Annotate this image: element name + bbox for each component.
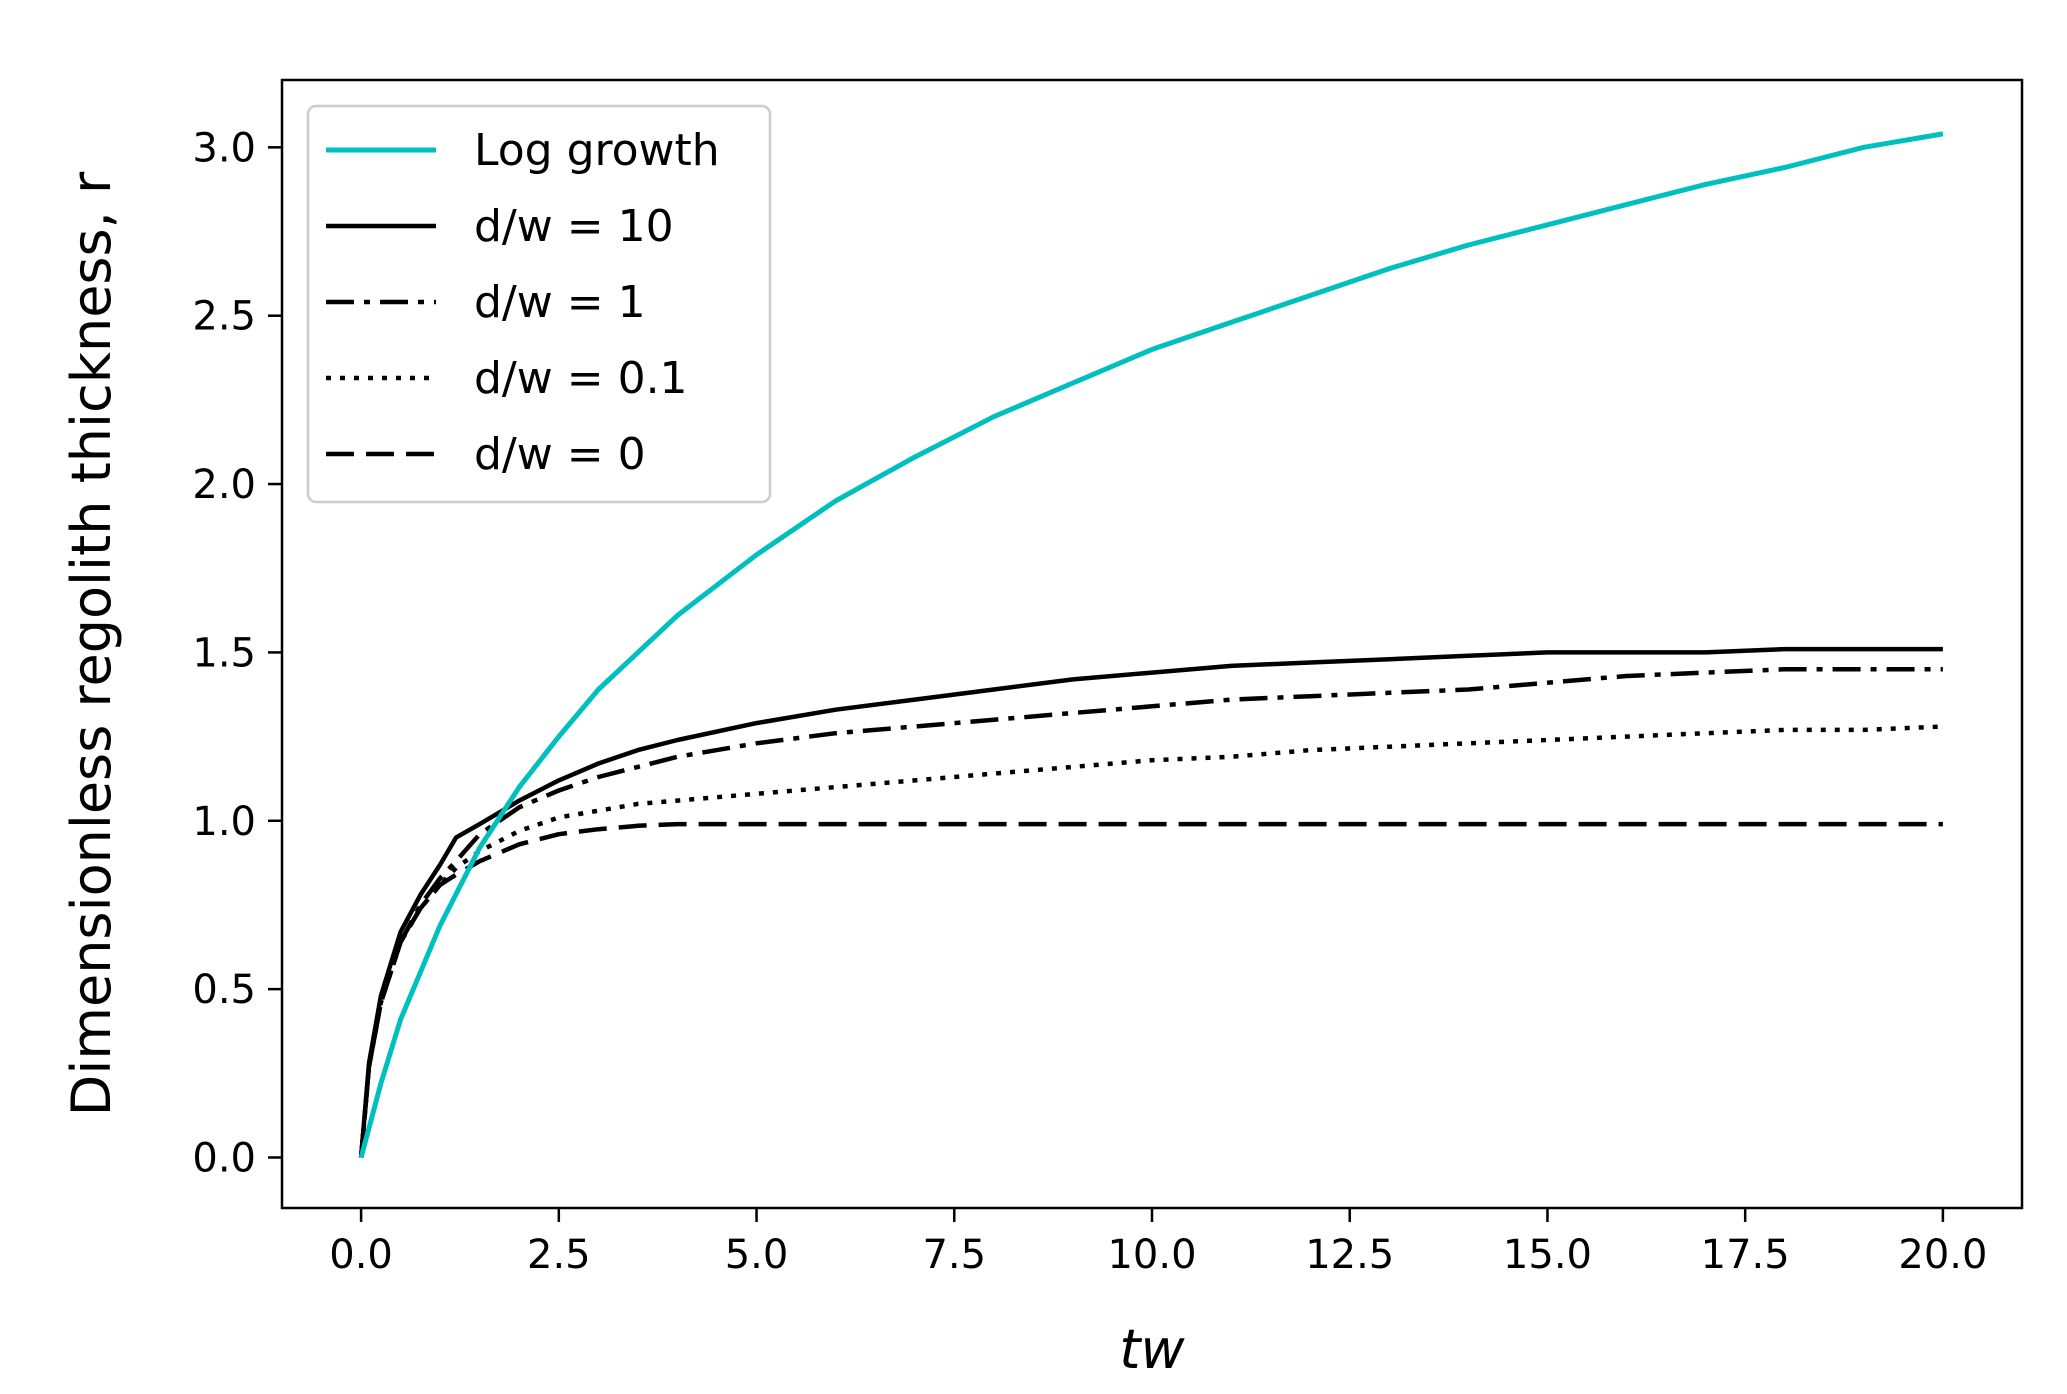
- x-tick-label: 10.0: [1107, 1232, 1196, 1278]
- legend-label-d-w-10: d/w = 10: [474, 201, 674, 252]
- y-axis-title: Dimensionless regolith thickness, r: [60, 171, 123, 1116]
- legend-label-log-growth: Log growth: [474, 125, 720, 176]
- legend: Log growth d/w = 10 d/w = 1 d/w = 0.1 d/w = …: [306, 104, 772, 504]
- x-tick-label: 2.5: [527, 1232, 591, 1278]
- series-line-d-w-0: [358, 821, 1943, 1158]
- x-tick-label: 15.0: [1503, 1232, 1592, 1278]
- y-tick-label: 1.0: [192, 799, 256, 845]
- y-tick-label: 3.0: [192, 125, 256, 171]
- series-line-log-growth: [358, 131, 1944, 1159]
- legend-label-d-w-0: d/w = 0: [474, 429, 646, 480]
- legend-label-d-w-1: d/w = 1: [474, 277, 646, 328]
- x-axis-ticks: 0.0 2.5 5.0 7.5 10.0 12.5 15.0 17.5 20.0: [329, 1208, 1987, 1278]
- y-tick-label: 0.5: [192, 967, 256, 1013]
- y-tick-label: 2.5: [192, 294, 256, 340]
- x-axis-title: tw: [1119, 1318, 1185, 1381]
- y-tick-label: 1.5: [192, 630, 256, 676]
- x-tick-label: 20.0: [1898, 1232, 1987, 1278]
- x-tick-label: 0.0: [329, 1232, 393, 1278]
- series-line-d-w-0-1: [358, 724, 1943, 1158]
- series-layer: [358, 131, 1944, 1159]
- legend-label-d-w-0-1: d/w = 0.1: [474, 353, 688, 404]
- x-tick-label: 5.0: [725, 1232, 789, 1278]
- y-tick-label: 2.0: [192, 462, 256, 508]
- series-line-d-w-1: [358, 667, 1943, 1158]
- series-line-d-w-10: [358, 646, 1943, 1158]
- legend-box: [306, 104, 772, 504]
- y-axis-ticks: 0.0 0.5 1.0 1.5 2.0 2.5 3.0: [192, 125, 282, 1181]
- y-tick-label: 0.0: [192, 1135, 256, 1181]
- x-tick-label: 7.5: [922, 1232, 986, 1278]
- x-tick-label: 12.5: [1305, 1232, 1394, 1278]
- x-tick-label: 17.5: [1701, 1232, 1790, 1278]
- legend-items: Log growth d/w = 10 d/w = 1 d/w = 0.1 d/w = …: [326, 125, 720, 480]
